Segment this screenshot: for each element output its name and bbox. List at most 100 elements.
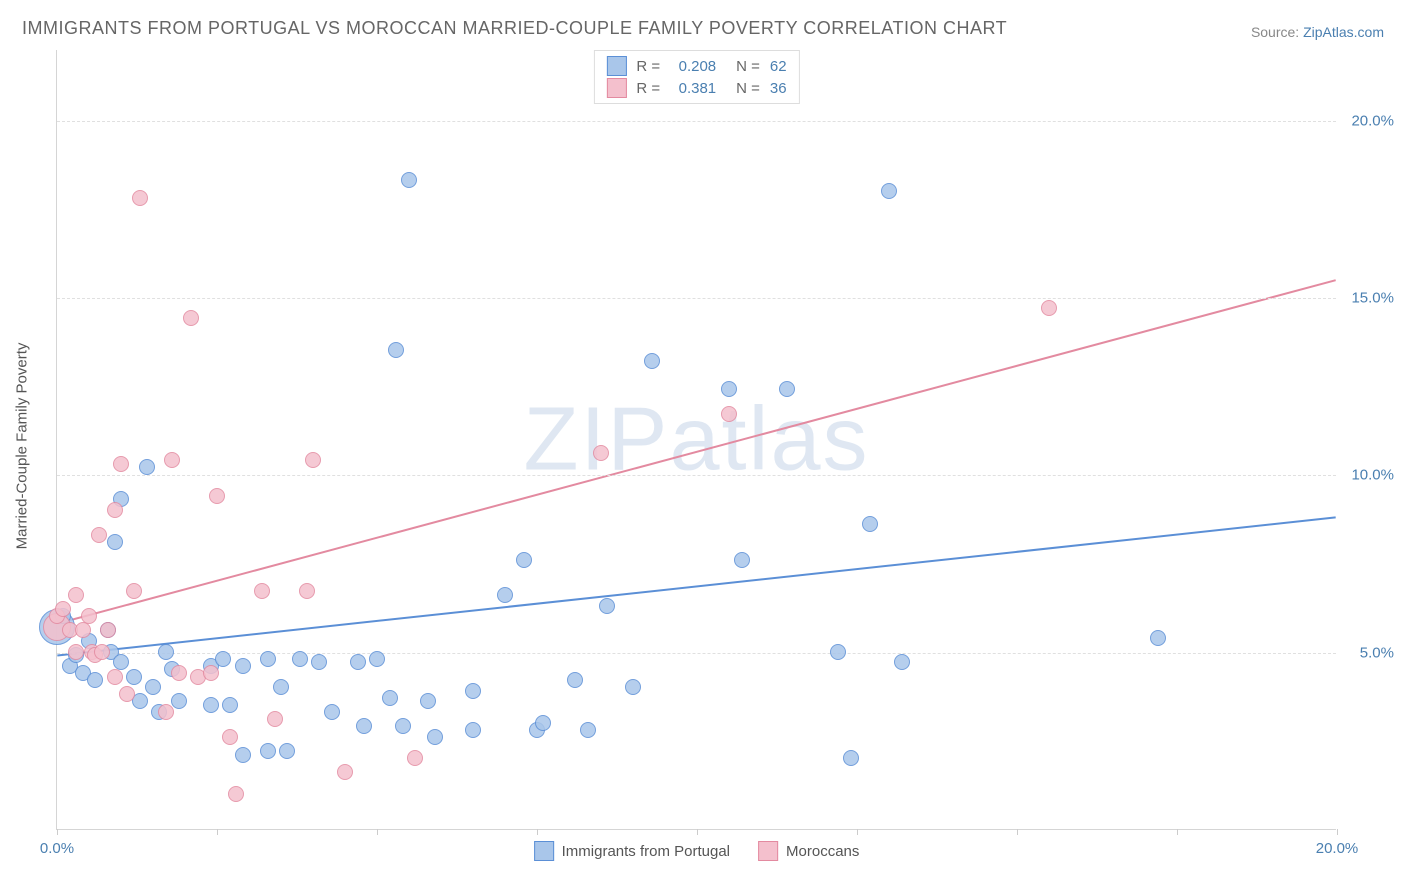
scatter-point (721, 406, 737, 422)
scatter-point (497, 587, 513, 603)
scatter-point (894, 654, 910, 670)
scatter-point (369, 651, 385, 667)
legend-swatch (606, 56, 626, 76)
scatter-point (843, 750, 859, 766)
scatter-point (68, 644, 84, 660)
scatter-point (203, 697, 219, 713)
scatter-point (625, 679, 641, 695)
scatter-point (107, 502, 123, 518)
x-tick (857, 829, 858, 835)
scatter-point (158, 704, 174, 720)
scatter-point (734, 552, 750, 568)
scatter-point (164, 452, 180, 468)
scatter-point (395, 718, 411, 734)
legend-series-item: Immigrants from Portugal (534, 841, 730, 861)
x-tick (57, 829, 58, 835)
scatter-point (222, 729, 238, 745)
legend-n-label: N = (736, 58, 760, 75)
scatter-point (68, 587, 84, 603)
scatter-point (292, 651, 308, 667)
y-tick-label: 20.0% (1351, 112, 1394, 129)
legend-series-item: Moroccans (758, 841, 859, 861)
gridline (57, 475, 1336, 476)
scatter-point (465, 683, 481, 699)
x-tick (697, 829, 698, 835)
x-tick (1177, 829, 1178, 835)
scatter-point (830, 644, 846, 660)
scatter-point (91, 527, 107, 543)
scatter-point (235, 747, 251, 763)
scatter-point (324, 704, 340, 720)
legend-swatch (606, 78, 626, 98)
scatter-point (113, 456, 129, 472)
legend-n-label: N = (736, 80, 760, 97)
legend-swatch (534, 841, 554, 861)
x-tick-label: 20.0% (1316, 840, 1359, 857)
legend-swatch (758, 841, 778, 861)
x-tick (1337, 829, 1338, 835)
scatter-point (862, 516, 878, 532)
legend-series: Immigrants from Portugal Moroccans (534, 841, 860, 861)
scatter-point (209, 488, 225, 504)
scatter-point (350, 654, 366, 670)
scatter-point (228, 786, 244, 802)
scatter-point (567, 672, 583, 688)
chart-title: IMMIGRANTS FROM PORTUGAL VS MOROCCAN MAR… (22, 18, 1007, 39)
x-tick (377, 829, 378, 835)
legend-n-value: 62 (770, 58, 787, 75)
scatter-point (235, 658, 251, 674)
x-tick (1017, 829, 1018, 835)
scatter-point (107, 669, 123, 685)
gridline (57, 121, 1336, 122)
trend-line (57, 517, 1335, 655)
source-link[interactable]: ZipAtlas.com (1303, 24, 1384, 40)
scatter-point (388, 342, 404, 358)
scatter-point (401, 172, 417, 188)
scatter-point (126, 583, 142, 599)
scatter-point (580, 722, 596, 738)
scatter-point (139, 459, 155, 475)
plot-area: ZIPatlas R =0.208N =62R =0.381N =36 Immi… (56, 50, 1336, 830)
scatter-point (171, 693, 187, 709)
scatter-point (126, 669, 142, 685)
legend-r-value: 0.208 (670, 58, 716, 75)
scatter-point (407, 750, 423, 766)
scatter-point (881, 183, 897, 199)
gridline (57, 653, 1336, 654)
scatter-point (215, 651, 231, 667)
scatter-point (107, 534, 123, 550)
scatter-point (171, 665, 187, 681)
scatter-point (203, 665, 219, 681)
trend-lines-svg (57, 50, 1336, 829)
scatter-point (75, 622, 91, 638)
scatter-point (145, 679, 161, 695)
scatter-point (311, 654, 327, 670)
legend-r-label: R = (636, 80, 660, 97)
legend-r-label: R = (636, 58, 660, 75)
legend-r-value: 0.381 (670, 80, 716, 97)
source-label: Source: ZipAtlas.com (1251, 24, 1384, 40)
scatter-point (119, 686, 135, 702)
y-tick-label: 15.0% (1351, 290, 1394, 307)
scatter-point (644, 353, 660, 369)
x-tick-label: 0.0% (40, 840, 74, 857)
source-prefix: Source: (1251, 24, 1299, 40)
scatter-point (721, 381, 737, 397)
scatter-point (81, 608, 97, 624)
scatter-point (158, 644, 174, 660)
scatter-point (599, 598, 615, 614)
scatter-point (87, 672, 103, 688)
scatter-point (254, 583, 270, 599)
scatter-point (382, 690, 398, 706)
scatter-point (183, 310, 199, 326)
y-tick-label: 10.0% (1351, 467, 1394, 484)
legend-correlation-row: R = 0.208 N = 62 (606, 55, 786, 77)
scatter-point (420, 693, 436, 709)
trend-line (57, 280, 1335, 623)
legend-series-label: Moroccans (786, 843, 859, 860)
scatter-point (267, 711, 283, 727)
y-axis-label: Married-Couple Family Poverty (14, 343, 31, 550)
scatter-point (427, 729, 443, 745)
scatter-point (465, 722, 481, 738)
scatter-point (299, 583, 315, 599)
